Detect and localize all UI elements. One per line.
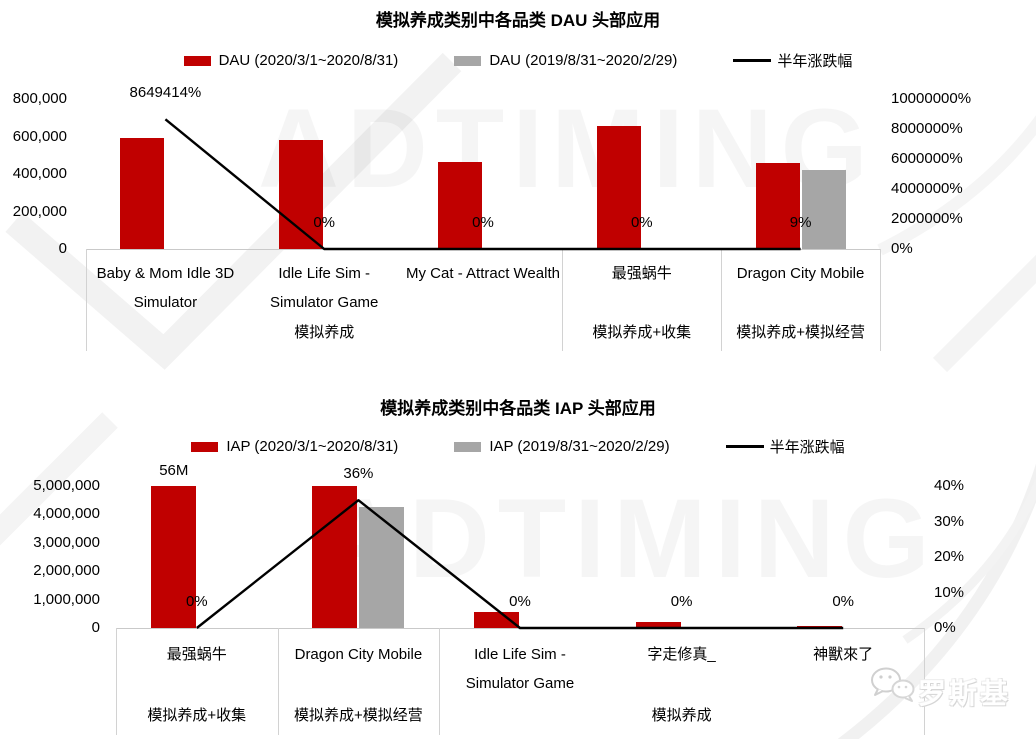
- current-period-bar: [438, 162, 482, 249]
- legend-label: IAP (2020/3/1~2020/8/31): [226, 438, 399, 455]
- legend-label: DAU (2019/8/31~2020/2/29): [489, 52, 678, 69]
- watermark-brand-bottom: ADTIMING: [320, 476, 938, 601]
- category-group-label: 模拟养成+收集: [592, 324, 692, 341]
- gray-bar-swatch: [454, 55, 482, 66]
- category-label: 字走修真_: [647, 646, 716, 663]
- wechat-icon: [871, 667, 915, 702]
- secondary-axis-tick-label: 0%: [934, 619, 956, 636]
- iap-chart-title: 模拟养成类别中各品类 IAP 头部应用: [380, 399, 656, 418]
- category-label: My Cat - Attract Wealth: [406, 265, 560, 282]
- category-label: Idle Life Sim - Simulator Game: [270, 265, 379, 311]
- trend-data-label: 0%: [472, 214, 494, 231]
- legend-label: DAU (2020/3/1~2020/8/31): [218, 52, 399, 69]
- category-label: Dragon City Mobile: [294, 646, 423, 663]
- value-axis-tick-label: 3,000,000: [33, 533, 100, 551]
- category-label: Idle Life Sim - Simulator Game: [465, 646, 575, 692]
- legend-item-dau-current: DAU (2020/3/1~2020/8/31): [183, 52, 399, 69]
- category-divider: [116, 628, 117, 735]
- secondary-axis-tick-label: 8000000%: [891, 120, 963, 137]
- value-axis-tick-label: 0: [91, 619, 100, 636]
- current-period-bar: [755, 163, 800, 249]
- value-axis-tick-label: 2,000,000: [33, 562, 100, 580]
- red-bar-swatch: [183, 55, 211, 66]
- trend-line: [196, 498, 844, 630]
- category-group-label: 模拟养成+模拟经营: [294, 707, 423, 724]
- trend-line-swatch: [733, 59, 772, 62]
- previous-period-bar: [359, 507, 405, 628]
- legend-item-iap-previous: IAP (2019/8/31~2020/2/29): [454, 438, 670, 455]
- secondary-axis-tick-label: 2000000%: [891, 210, 963, 227]
- trend-line: [164, 118, 801, 251]
- category-label: 最强蜗牛: [611, 265, 672, 282]
- category-divider: [924, 628, 925, 735]
- legend-label: 半年涨跌幅: [769, 439, 845, 456]
- legend-item-dau-previous: DAU (2019/8/31~2020/2/29): [454, 52, 677, 69]
- bar-data-label: 56M: [159, 462, 189, 479]
- trend-data-label: 8649414%: [129, 84, 202, 102]
- trend-data-label: 0%: [630, 214, 653, 231]
- red-bar-swatch: [191, 441, 219, 452]
- value-axis-tick-label: 4,000,000: [33, 505, 100, 523]
- previous-period-bar: [801, 170, 846, 249]
- value-axis-tick-label: 1,000,000: [33, 590, 100, 608]
- legend-item-iap-trend: 半年涨跌幅: [725, 436, 845, 457]
- legend-label: IAP (2019/8/31~2020/2/29): [489, 438, 670, 455]
- category-group-label: 模拟养成+模拟经营: [736, 324, 865, 341]
- trend-data-label: 9%: [789, 213, 812, 231]
- category-label: 神獸來了: [813, 646, 874, 663]
- trend-line-swatch: [725, 445, 764, 448]
- trend-data-label: 0%: [313, 214, 336, 231]
- category-label: 最强蜗牛: [166, 646, 227, 663]
- current-period-bar: [120, 138, 165, 249]
- category-group-label: 模拟养成+收集: [147, 707, 247, 724]
- category-divider: [278, 628, 279, 735]
- publisher-watermark: 罗斯基: [918, 678, 1012, 709]
- secondary-axis-tick-label: 6000000%: [891, 150, 963, 167]
- iap-chart-legend: IAP (2020/3/1~2020/8/31) IAP (2019/8/31~…: [0, 436, 1036, 457]
- secondary-axis-tick-label: 30%: [934, 512, 965, 530]
- trend-data-label: 0%: [832, 593, 855, 610]
- category-divider: [880, 249, 881, 351]
- dau-chart-title: 模拟养成类别中各品类 DAU 头部应用: [375, 11, 661, 30]
- legend-item-dau-trend: 半年涨跌幅: [733, 50, 852, 71]
- gray-bar-swatch: [454, 441, 482, 452]
- category-label: Dragon City Mobile: [736, 265, 865, 282]
- trend-data-label: 0%: [670, 593, 693, 610]
- category-divider: [562, 249, 563, 351]
- current-period-bar: [150, 486, 196, 628]
- category-divider: [439, 628, 440, 735]
- value-axis-tick-label: 400,000: [12, 165, 67, 182]
- category-divider: [86, 249, 87, 351]
- value-axis-tick-label: 0: [58, 240, 67, 257]
- value-axis-tick-label: 200,000: [12, 202, 67, 220]
- legend-label: 半年涨跌幅: [777, 53, 853, 70]
- secondary-axis-tick-label: 10%: [934, 583, 965, 601]
- category-group-label: 模拟养成: [294, 324, 355, 341]
- trend-data-label: 0%: [185, 593, 208, 610]
- category-label: Baby & Mom Idle 3D Simulator: [96, 265, 235, 311]
- secondary-axis-tick-label: 4000000%: [891, 180, 963, 197]
- current-period-bar: [596, 126, 641, 249]
- secondary-axis-tick-label: 40%: [934, 477, 965, 494]
- secondary-axis-tick-label: 10000000%: [891, 90, 972, 107]
- value-axis-tick-label: 800,000: [12, 90, 67, 107]
- current-period-bar: [312, 486, 358, 628]
- category-group-label: 模拟养成: [651, 707, 712, 724]
- current-period-bar: [474, 612, 519, 628]
- secondary-axis-tick-label: 20%: [934, 548, 965, 565]
- secondary-axis-tick-label: 0%: [891, 240, 913, 257]
- trend-data-label: 36%: [343, 465, 374, 483]
- value-axis-tick-label: 600,000: [12, 127, 67, 145]
- dau-chart-legend: DAU (2020/3/1~2020/8/31) DAU (2019/8/31~…: [0, 50, 1036, 71]
- value-axis-tick-label: 5,000,000: [33, 477, 100, 494]
- current-period-bar: [635, 622, 681, 628]
- trend-data-label: 0%: [509, 593, 531, 610]
- legend-item-iap-current: IAP (2020/3/1~2020/8/31): [191, 438, 398, 455]
- category-divider: [721, 249, 722, 351]
